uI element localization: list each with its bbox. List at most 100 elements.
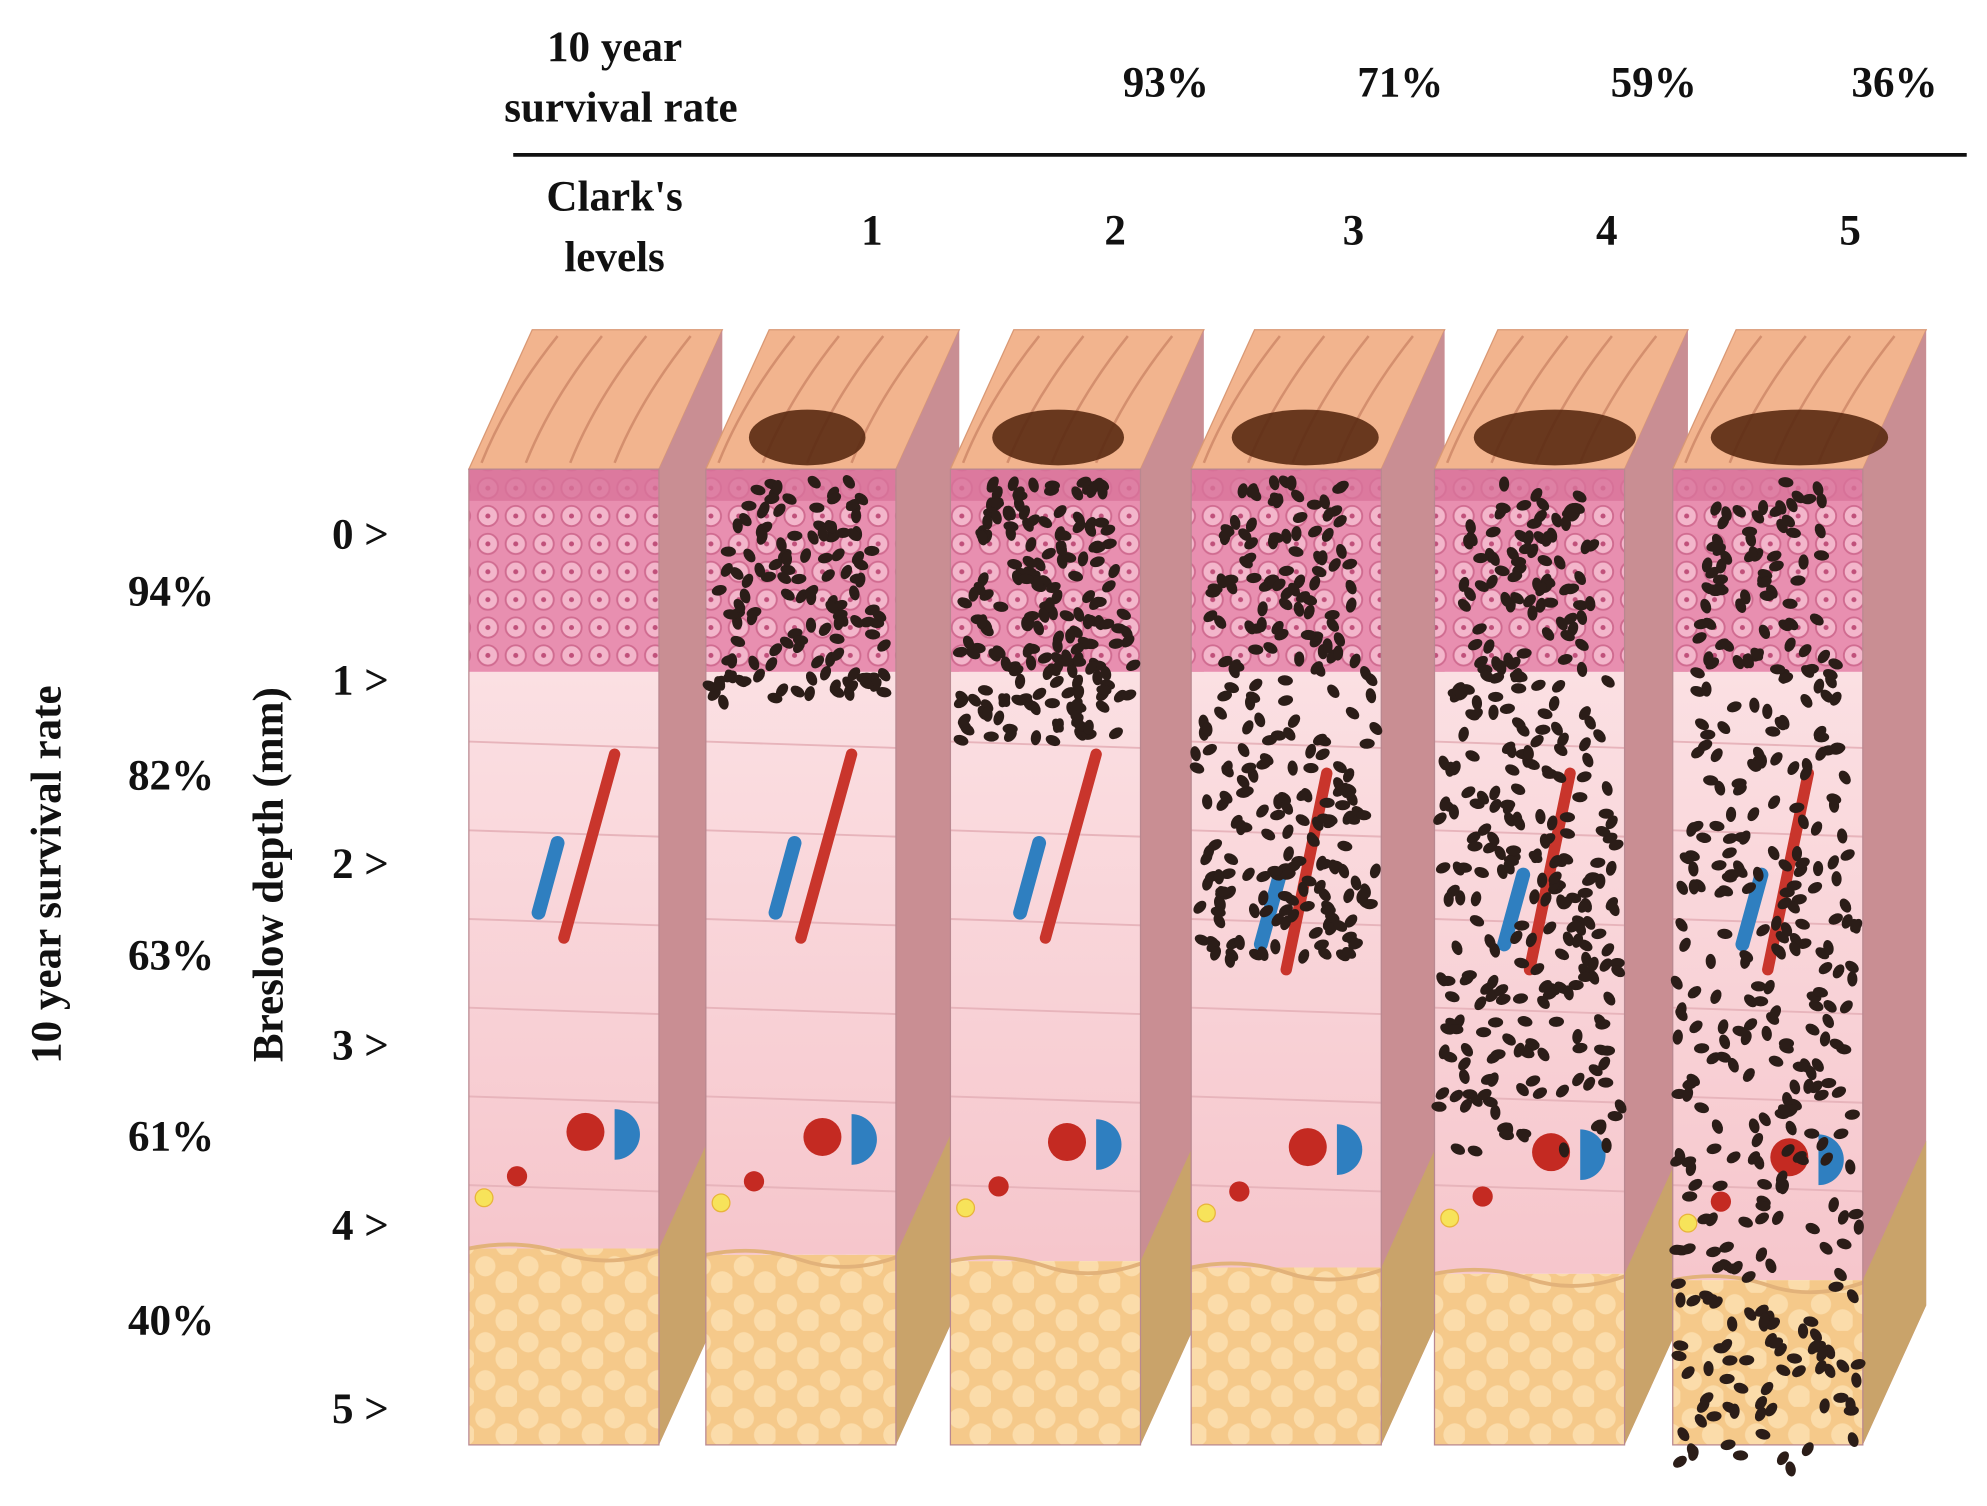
- tumor-cell: [1319, 494, 1330, 510]
- tumor-cell: [1537, 708, 1553, 720]
- tumor-cell: [1717, 928, 1733, 939]
- capillary: [1710, 1191, 1732, 1212]
- tumor-cell: [1459, 1098, 1472, 1113]
- tumor-cell: [1052, 718, 1064, 733]
- tumor-cell: [1560, 515, 1571, 532]
- tumor-cell: [1342, 946, 1357, 959]
- tumor-cell: [1518, 543, 1534, 555]
- tumor-cell: [1202, 794, 1213, 810]
- tumor-cell: [1436, 972, 1448, 987]
- tumor-cell: [1853, 1219, 1864, 1235]
- tumor-cell: [1563, 985, 1574, 1001]
- tumor-cell: [1458, 576, 1470, 592]
- tumor-cell: [1758, 499, 1769, 516]
- tumor-cell: [1807, 1340, 1820, 1355]
- tumor-cell: [1348, 938, 1363, 950]
- tumor-cell: [1360, 666, 1372, 681]
- vein: [1013, 836, 1047, 920]
- tumor-cell: [1487, 1017, 1504, 1028]
- tumor-cell: [1792, 1365, 1806, 1378]
- tumor-cell: [1298, 949, 1310, 964]
- tumor-cell: [1747, 807, 1760, 822]
- dermis-fiber: [1672, 1006, 1863, 1015]
- tumor-cell: [1706, 1411, 1722, 1422]
- artery: [1280, 767, 1333, 976]
- tumor-cell: [1516, 648, 1532, 659]
- tumor-cell: [1267, 865, 1283, 877]
- tumor-cell: [1263, 642, 1278, 654]
- tumor-cell: [1516, 1083, 1529, 1097]
- tumor-cell: [1781, 514, 1796, 528]
- tumor-cell: [1327, 684, 1340, 698]
- tumor-cell: [968, 693, 982, 707]
- tumor-cell: [1041, 547, 1056, 560]
- tumor-cell: [1245, 517, 1257, 533]
- tumor-cell: [1813, 732, 1830, 743]
- tumor-cell: [1742, 653, 1753, 669]
- tumor-cell: [842, 475, 856, 489]
- tumor-cell: [1223, 574, 1239, 585]
- tumor-cell: [1836, 1359, 1850, 1373]
- top-survival-rate: 36%: [1851, 59, 1937, 106]
- tumor-cell: [1572, 490, 1587, 503]
- tumor-cell: [1770, 664, 1786, 675]
- tumor-cell: [1091, 596, 1107, 608]
- tumor-cell: [1558, 1142, 1570, 1158]
- dermis: [950, 671, 1141, 1262]
- clark-level: 3: [1343, 208, 1365, 255]
- tumor-cell: [1847, 971, 1858, 987]
- vein: [1735, 867, 1769, 952]
- tumor-cell: [953, 696, 969, 709]
- tumor-cell: [767, 692, 783, 704]
- tumor-cell: [1523, 530, 1534, 546]
- tumor-cell: [1248, 488, 1262, 502]
- tumor-cell: [1575, 638, 1589, 651]
- tumor-cell: [1529, 889, 1540, 905]
- tumor-cell: [1774, 716, 1787, 731]
- tumor-cell: [1823, 669, 1838, 680]
- tumor-cell: [1605, 860, 1617, 876]
- tumor-cell: [811, 655, 825, 669]
- tumor-cell: [1599, 1045, 1616, 1056]
- tumor-cell: [1287, 760, 1298, 776]
- epidermis: [468, 469, 659, 672]
- tumor-cell: [1461, 970, 1477, 981]
- tumor-cell: [723, 609, 739, 620]
- tumor-cell: [1321, 527, 1334, 542]
- tumor-cell: [1831, 1086, 1847, 1098]
- tumor-cell: [877, 668, 891, 682]
- tumor-cell: [739, 588, 751, 604]
- tumor-cell: [1560, 828, 1575, 839]
- tumor-cell: [1536, 497, 1550, 511]
- tumor-cell: [1819, 1398, 1830, 1414]
- tumor-cell: [966, 647, 981, 660]
- tumor-cell: [1061, 552, 1077, 563]
- tumor-cell: [1717, 1019, 1729, 1035]
- tumor-cell: [782, 493, 797, 505]
- tumor-cell: [1768, 1337, 1784, 1349]
- tumor-cell: [1741, 882, 1756, 895]
- tumor-cell: [1502, 1033, 1516, 1046]
- block-outline: [1433, 468, 1626, 1446]
- tumor-cell: [859, 677, 874, 690]
- tumor-cell: [1598, 808, 1614, 819]
- tumor-cell: [1345, 706, 1360, 720]
- tumor-cell: [805, 671, 818, 686]
- tumor-cell: [1818, 961, 1833, 975]
- tumor-cell: [1003, 728, 1017, 742]
- tumor-cell: [1732, 1025, 1748, 1037]
- depth-mark: 0 >: [332, 512, 389, 559]
- tumor-cell: [1733, 1382, 1749, 1394]
- tumor-cell: [1751, 1132, 1764, 1148]
- tumor-cell: [1695, 718, 1709, 731]
- tumor-cell: [1494, 565, 1510, 577]
- fat-edge: [1434, 1267, 1626, 1288]
- tumor-cell: [1541, 627, 1555, 641]
- tumor-cell: [1809, 1328, 1823, 1343]
- stratum: [1672, 469, 1863, 501]
- tumor-cell: [1488, 691, 1504, 702]
- tumor-cell: [1228, 659, 1241, 673]
- tumor-cell: [844, 680, 859, 694]
- tumor-cell: [1805, 1065, 1817, 1081]
- tumor-cell: [1333, 632, 1346, 647]
